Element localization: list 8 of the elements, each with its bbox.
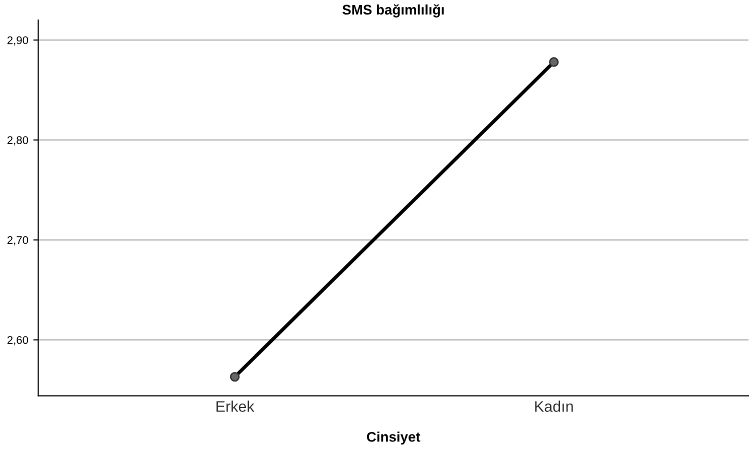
y-tick-label: 2,70 bbox=[7, 236, 28, 246]
y-tick-label: 2,80 bbox=[7, 136, 28, 146]
x-axis-title: Cinsiyet bbox=[366, 432, 420, 445]
y-tick-label: 2,90 bbox=[7, 36, 28, 46]
y-tick-label: 2,60 bbox=[7, 336, 28, 346]
chart-title: SMS bağımlılığı bbox=[342, 4, 444, 18]
x-tick-label: Kadın bbox=[535, 400, 573, 412]
x-tick-label: Erkek bbox=[216, 400, 254, 412]
